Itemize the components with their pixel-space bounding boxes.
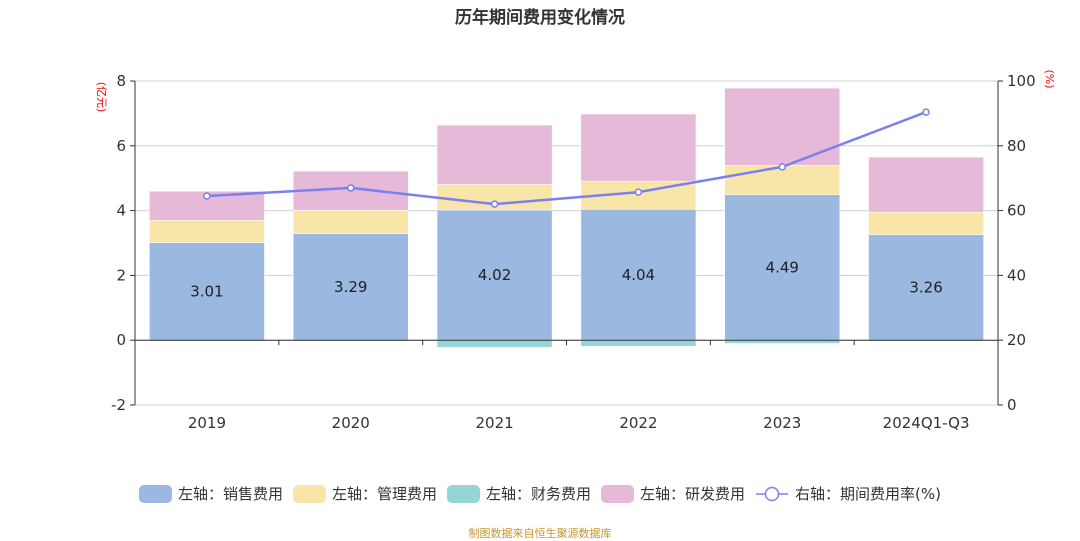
legend-swatch-admin bbox=[293, 484, 326, 503]
left-axis-unit: (亿元) bbox=[95, 82, 108, 113]
legend-label-rnd: 左轴：研发费用 bbox=[640, 485, 746, 503]
source-note: 制图数据来自恒生聚源数据库 bbox=[468, 527, 612, 540]
bar-segment bbox=[149, 242, 265, 341]
bar-segment bbox=[436, 209, 553, 341]
right-axis-unit: (%) bbox=[1043, 69, 1056, 88]
bar-segment bbox=[724, 87, 841, 166]
bar-segment bbox=[436, 124, 553, 185]
rate-line bbox=[203, 108, 930, 208]
bar-value-label: 4.04 bbox=[622, 266, 655, 284]
legend-swatch-rnd bbox=[601, 484, 635, 503]
x-axis-tick-label: 2024Q1-Q3 bbox=[883, 414, 970, 432]
right-axis-tick-label: 60 bbox=[1007, 202, 1026, 220]
bar-value-label: 3.01 bbox=[190, 282, 223, 300]
bar-segment bbox=[149, 220, 265, 243]
bar-segment bbox=[868, 156, 984, 213]
bar-segment bbox=[868, 234, 984, 341]
line-marker-icon bbox=[756, 486, 789, 501]
left-axis-tick-label: 0 bbox=[116, 331, 126, 349]
bars bbox=[149, 87, 984, 348]
right-axis-tick-label: 40 bbox=[1007, 266, 1026, 284]
x-axis-tick-label: 2020 bbox=[332, 414, 370, 432]
chart-title: 历年期间费用变化情况 bbox=[455, 7, 625, 28]
left-axis-tick-label: 6 bbox=[116, 137, 126, 155]
bar-segment bbox=[580, 339, 697, 347]
bar-segment bbox=[724, 194, 841, 341]
left-axis-tick-label: 8 bbox=[116, 72, 126, 90]
legend-swatch-finance bbox=[447, 484, 481, 503]
x-axis-tick-label: 2023 bbox=[763, 414, 801, 432]
legend-label-rate: 右轴：期间费用率(%) bbox=[795, 485, 942, 503]
rate-point bbox=[490, 200, 499, 208]
bar-segment bbox=[436, 339, 553, 348]
rate-point bbox=[347, 184, 355, 192]
legend-item-sales[interactable]: 左轴：销售费用 bbox=[138, 483, 283, 504]
rate-point bbox=[203, 192, 211, 200]
legend-label-finance: 左轴：财务费用 bbox=[486, 485, 592, 503]
legend-label-admin: 左轴：管理费用 bbox=[332, 485, 438, 503]
left-axis-tick-label: 2 bbox=[116, 266, 126, 284]
legend-label-sales: 左轴：销售费用 bbox=[177, 485, 283, 503]
bar-segment bbox=[292, 233, 409, 341]
rate-line-path bbox=[206, 110, 927, 206]
legend-item-finance[interactable]: 左轴：财务费用 bbox=[447, 483, 591, 504]
bar-segment bbox=[292, 210, 409, 234]
bar-segment bbox=[580, 209, 697, 341]
legend-item-admin[interactable]: 左轴：管理费用 bbox=[293, 483, 437, 504]
x-axis-tick-label: 2021 bbox=[475, 414, 513, 432]
legend-item-rnd[interactable]: 左轴：研发费用 bbox=[601, 483, 745, 504]
right-axis-tick-label: 20 bbox=[1007, 331, 1026, 349]
bar-value-label: 3.26 bbox=[909, 278, 942, 296]
bar-segment bbox=[580, 113, 697, 182]
bar-value-label: 4.49 bbox=[766, 258, 799, 276]
left-axis-tick-label: 4 bbox=[116, 202, 126, 220]
legend: 左轴：销售费用 左轴：管理费用 左轴：财务费用 左轴：研发费用 右轴：期间费用率… bbox=[0, 483, 1080, 504]
bar-value-label: 4.02 bbox=[478, 266, 511, 284]
bar-value-label: 3.29 bbox=[334, 278, 367, 296]
rate-point bbox=[922, 108, 930, 116]
x-axis-tick-label: 2019 bbox=[188, 414, 226, 432]
left-axis-tick-label: -2 bbox=[111, 396, 126, 414]
right-axis-tick-label: 0 bbox=[1007, 396, 1017, 414]
bar-labels: 3.01 3.29 4.02 4.04 4.49 3.26 bbox=[190, 258, 943, 300]
right-axis-tick-label: 100 bbox=[1007, 72, 1036, 90]
rate-point bbox=[778, 163, 786, 171]
rate-point bbox=[634, 188, 643, 196]
legend-swatch-sales bbox=[138, 484, 172, 503]
right-axis-tick-label: 80 bbox=[1007, 137, 1026, 155]
bar-segment bbox=[868, 211, 984, 235]
x-axis-tick-label: 2022 bbox=[619, 414, 657, 432]
legend-item-rate[interactable]: 右轴：期间费用率(%) bbox=[755, 483, 941, 504]
